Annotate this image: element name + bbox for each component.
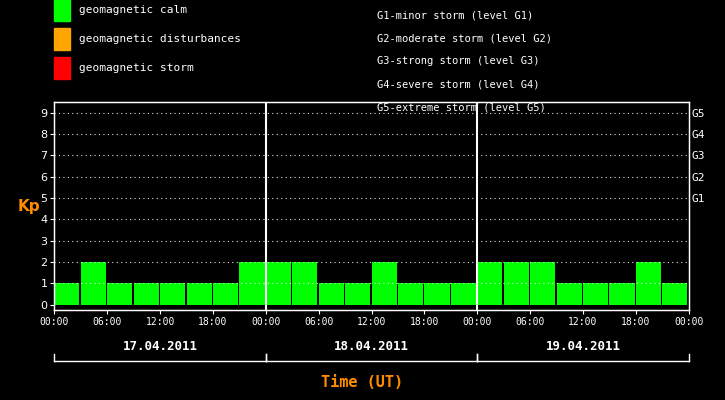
Bar [583,283,608,305]
Bar [80,262,106,305]
Text: geomagnetic storm: geomagnetic storm [79,63,194,73]
Bar [371,262,397,305]
Bar [504,262,529,305]
Bar [451,283,476,305]
Text: G1-minor storm (level G1): G1-minor storm (level G1) [377,10,534,20]
Bar [663,283,687,305]
Text: geomagnetic calm: geomagnetic calm [79,5,187,15]
Bar [239,262,265,305]
Bar [160,283,185,305]
Text: 18.04.2011: 18.04.2011 [334,340,409,352]
Bar [530,262,555,305]
Text: G2-moderate storm (level G2): G2-moderate storm (level G2) [377,33,552,43]
Text: G5-extreme storm (level G5): G5-extreme storm (level G5) [377,103,546,113]
Bar [213,283,238,305]
Bar [133,283,159,305]
Bar [266,262,291,305]
Bar [345,283,370,305]
Y-axis label: Kp: Kp [18,198,41,214]
Text: 19.04.2011: 19.04.2011 [545,340,621,352]
Bar [186,283,212,305]
Bar [424,283,450,305]
Bar [477,262,502,305]
Text: Time (UT): Time (UT) [321,375,404,390]
Bar [319,283,344,305]
Bar [610,283,634,305]
Bar [636,262,661,305]
Text: G4-severe storm (level G4): G4-severe storm (level G4) [377,80,539,90]
Bar [292,262,318,305]
Text: geomagnetic disturbances: geomagnetic disturbances [79,34,241,44]
Text: G3-strong storm (level G3): G3-strong storm (level G3) [377,56,539,66]
Bar [54,283,80,305]
Bar [107,283,133,305]
Bar [557,283,581,305]
Bar [398,283,423,305]
Text: 17.04.2011: 17.04.2011 [123,340,198,352]
